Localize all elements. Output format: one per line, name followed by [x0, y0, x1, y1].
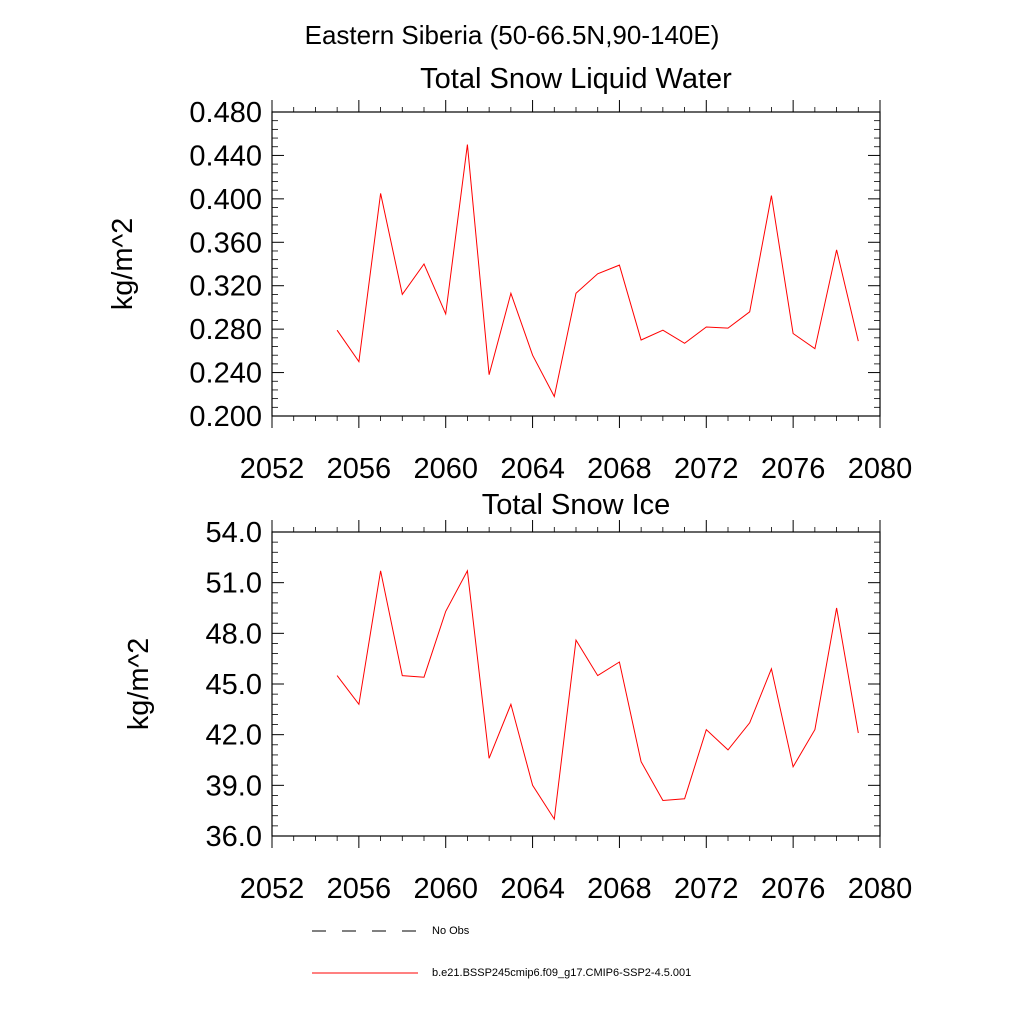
x-tick-label: 2080: [848, 453, 913, 485]
y-tick-label: 36.0: [206, 821, 262, 853]
x-tick-label: 2064: [500, 873, 565, 905]
panel-snow-liquid-water: Total Snow Liquid Water kg/m^2 2052 2056 206…: [107, 63, 912, 485]
panel-snow-ice: Total Snow Ice kg/m^2 2052 2056 2060 2064 2068…: [123, 489, 912, 905]
x-tick-label: 2068: [587, 453, 652, 485]
legend-label-no-obs: No Obs: [432, 925, 470, 937]
x-tick-label: 2076: [761, 453, 826, 485]
y-tick-label: 0.480: [189, 97, 262, 129]
x-tick-label: 2072: [674, 873, 739, 905]
plot-frame: [271, 111, 881, 417]
legend: No Obs b.e21.BSSP245cmip6.f09_g17.CMIP6-…: [312, 925, 691, 979]
y-tick-label: 51.0: [206, 568, 262, 600]
y-tick-label: 0.200: [189, 401, 262, 433]
y-tick-label: 39.0: [206, 770, 262, 802]
x-tick-label: 2076: [761, 873, 826, 905]
legend-label-model: b.e21.BSSP245cmip6.f09_g17.CMIP6-SSP2-4.…: [432, 967, 691, 979]
x-tick-label: 2080: [848, 873, 913, 905]
y-tick-label: 0.400: [189, 184, 262, 216]
panel-title: Total Snow Liquid Water: [420, 63, 732, 95]
x-tick-label: 2068: [587, 873, 652, 905]
y-tick-label: 0.280: [189, 314, 262, 346]
y-tick-label: 54.0: [206, 517, 262, 549]
x-tick-label: 2064: [500, 453, 565, 485]
x-tick-label: 2052: [240, 453, 305, 485]
y-tick-label: 48.0: [206, 618, 262, 650]
y-tick-label: 0.440: [189, 140, 262, 172]
y-tick-label: 42.0: [206, 720, 262, 752]
x-tick-label: 2060: [413, 873, 478, 905]
series-line: [336, 569, 859, 821]
y-tick-label: 0.320: [189, 271, 262, 303]
plot-frame: [271, 531, 881, 837]
y-tick-label: 0.360: [189, 227, 262, 259]
x-tick-label: 2060: [413, 453, 478, 485]
x-tick-label: 2056: [327, 873, 392, 905]
y-axis-label: kg/m^2: [123, 638, 155, 731]
y-axis-label: kg/m^2: [107, 218, 139, 311]
x-tick-label: 2052: [240, 873, 305, 905]
figure-title: Eastern Siberia (50-66.5N,90-140E): [305, 20, 720, 50]
panel-title: Total Snow Ice: [482, 489, 671, 521]
y-tick-label: 45.0: [206, 669, 262, 701]
y-tick-label: 0.240: [189, 358, 262, 390]
x-tick-label: 2056: [327, 453, 392, 485]
x-tick-label: 2072: [674, 453, 739, 485]
series-line: [336, 144, 859, 398]
